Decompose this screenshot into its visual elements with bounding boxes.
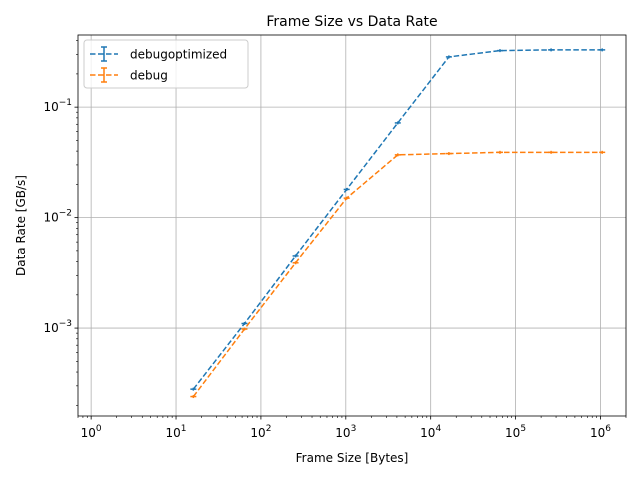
legend-entry-debugoptimized: debugoptimized xyxy=(90,46,227,62)
data-point-debugoptimized xyxy=(599,48,606,52)
series-line-debugoptimized xyxy=(192,49,603,390)
legend-label-debugoptimized: debugoptimized xyxy=(130,48,227,62)
chart-title: Frame Size vs Data Rate xyxy=(266,14,437,30)
data-point-debugoptimized xyxy=(548,48,555,52)
data-point-debugoptimized xyxy=(343,187,350,191)
legend-entry-debug: debug xyxy=(90,67,168,83)
x-tick-label: 100 xyxy=(81,424,102,440)
series-layer xyxy=(190,48,606,399)
x-tick-label: 104 xyxy=(420,424,441,440)
x-tick-label: 102 xyxy=(250,424,271,440)
data-point-debug xyxy=(343,196,350,200)
series-line-debug xyxy=(192,151,603,398)
data-point-debugoptimized xyxy=(292,254,299,258)
data-point-debugoptimized xyxy=(190,387,197,391)
data-point-debugoptimized xyxy=(241,322,248,326)
x-axis-label: Frame Size [Bytes] xyxy=(296,451,409,465)
x-tick-label: 103 xyxy=(335,424,356,440)
legend: debugoptimized debug xyxy=(83,39,249,89)
data-point-debug xyxy=(445,152,452,156)
data-point-debug xyxy=(496,150,503,154)
data-point-debug xyxy=(599,150,606,154)
plot-frame xyxy=(77,34,627,417)
y-tick-label: 10−3 xyxy=(43,319,72,335)
data-point-debugoptimized xyxy=(445,55,452,59)
y-tick-label: 10−2 xyxy=(43,209,72,225)
grid xyxy=(78,35,626,416)
data-point-debug xyxy=(190,395,197,399)
series-debug xyxy=(190,150,606,399)
data-point-debug xyxy=(394,153,401,157)
data-point-debugoptimized xyxy=(496,49,503,53)
x-tick-label: 101 xyxy=(166,424,187,440)
data-point-debug xyxy=(241,327,248,331)
x-tick-label: 106 xyxy=(590,424,611,440)
series-debugoptimized xyxy=(190,48,606,391)
y-tick-label: 10−1 xyxy=(43,98,72,114)
y-axis-label: Data Rate [GB/s] xyxy=(14,175,28,276)
legend-label-debug: debug xyxy=(130,69,168,83)
y-axis: 10−3 10−2 10−1 xyxy=(43,40,78,406)
data-point-debug xyxy=(292,261,299,265)
x-axis: 100 101 102 103 104 105 106 xyxy=(77,416,627,440)
x-tick-label: 105 xyxy=(505,424,526,440)
data-point-debugoptimized xyxy=(394,121,401,125)
legend-box xyxy=(83,39,249,89)
data-point-debug xyxy=(548,150,555,154)
